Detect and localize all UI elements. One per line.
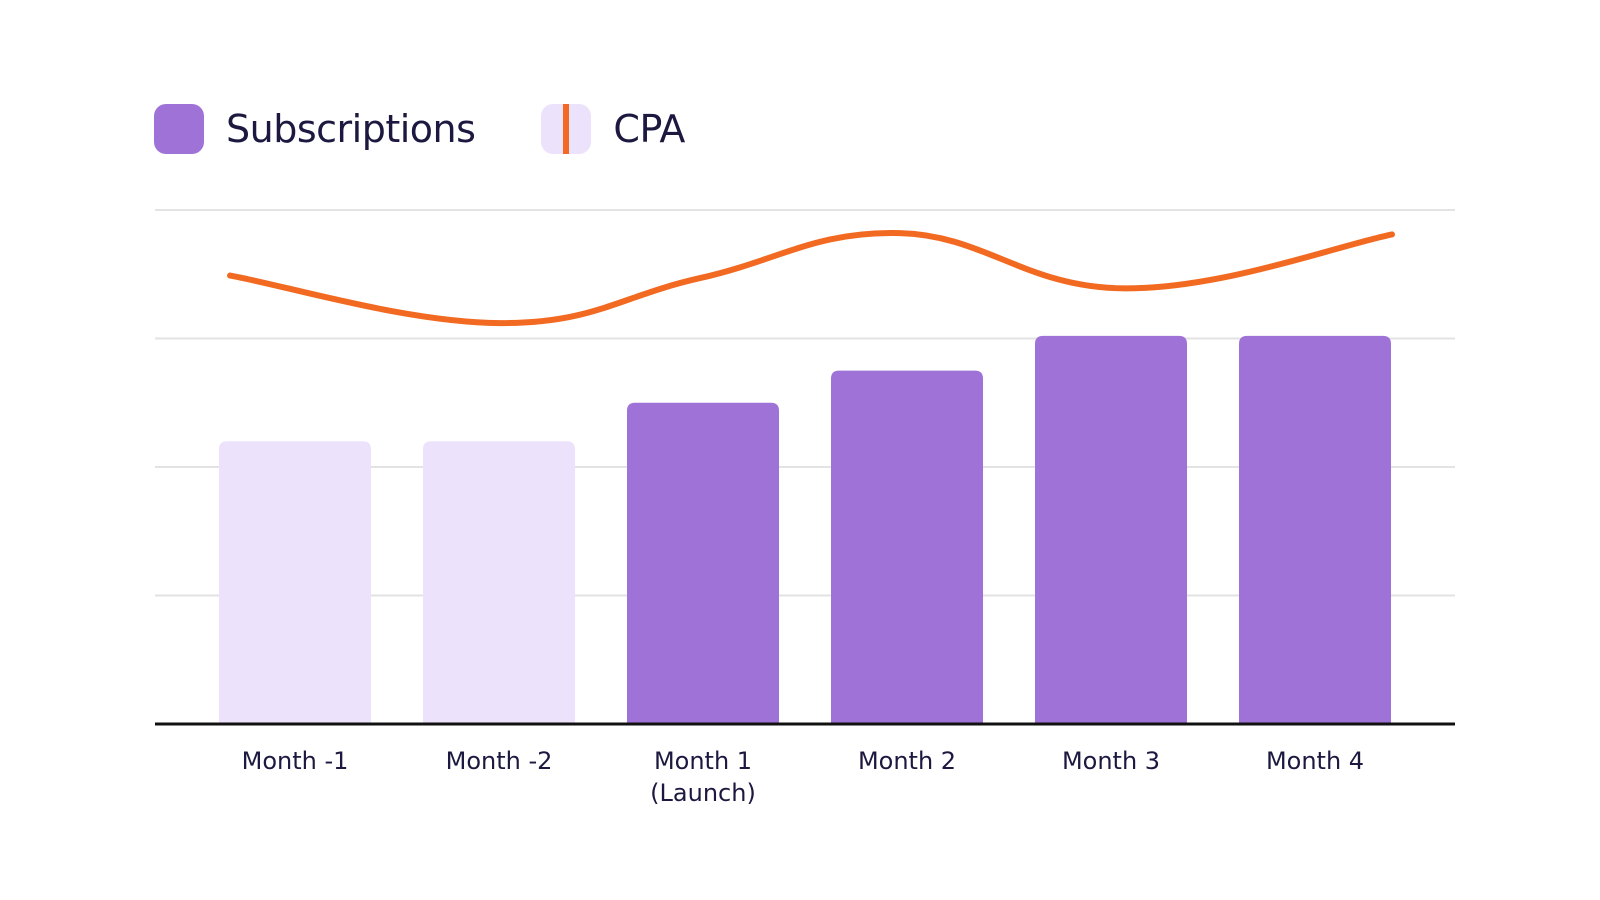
cpa-legend-swatch-icon bbox=[541, 104, 592, 154]
cpa-series bbox=[227, 230, 1395, 327]
x-tick-label: Month 2 bbox=[858, 747, 956, 775]
x-tick-label-line: Month -1 bbox=[242, 747, 349, 775]
x-tick-label-line: Month -2 bbox=[446, 747, 553, 775]
bar-subscriptions bbox=[1035, 335, 1187, 724]
x-tick-label: Month 4 bbox=[1266, 747, 1364, 775]
x-tick-label-line: Month 2 bbox=[858, 747, 956, 775]
cpa-legend-line-icon bbox=[563, 104, 570, 154]
x-tick-label-line: Month 1 bbox=[654, 747, 752, 775]
bars bbox=[219, 335, 1391, 724]
x-tick-label-line: (Launch) bbox=[650, 779, 756, 807]
x-tick-labels: Month -1 Month -2 Month 1 (Launch) Month 2 Mo… bbox=[242, 747, 1364, 807]
x-tick-label-line: Month 3 bbox=[1062, 747, 1160, 775]
legend-item-subscriptions: Subscriptions bbox=[154, 104, 476, 154]
bar-subscriptions bbox=[627, 402, 779, 724]
x-tick-label: Month -1 bbox=[242, 747, 349, 775]
x-tick-label: Month 3 bbox=[1062, 747, 1160, 775]
bar-subscriptions bbox=[1239, 335, 1391, 724]
legend-item-cpa: CPA bbox=[541, 104, 685, 154]
bar-subscriptions bbox=[219, 441, 371, 724]
legend-label-subscriptions: Subscriptions bbox=[226, 107, 476, 151]
grid-lines bbox=[155, 209, 1455, 597]
legend-label-cpa: CPA bbox=[613, 107, 685, 151]
x-tick-label-line: Month 4 bbox=[1266, 747, 1364, 775]
chart-legend: Subscriptions CPA bbox=[154, 104, 751, 154]
bar-subscriptions bbox=[423, 441, 575, 724]
bar-subscriptions bbox=[831, 370, 983, 724]
subscriptions-legend-swatch-icon bbox=[154, 104, 204, 154]
x-tick-label: Month -2 bbox=[446, 747, 553, 775]
x-tick-label: Month 1 (Launch) bbox=[650, 747, 756, 807]
line-cpa bbox=[227, 230, 1395, 327]
